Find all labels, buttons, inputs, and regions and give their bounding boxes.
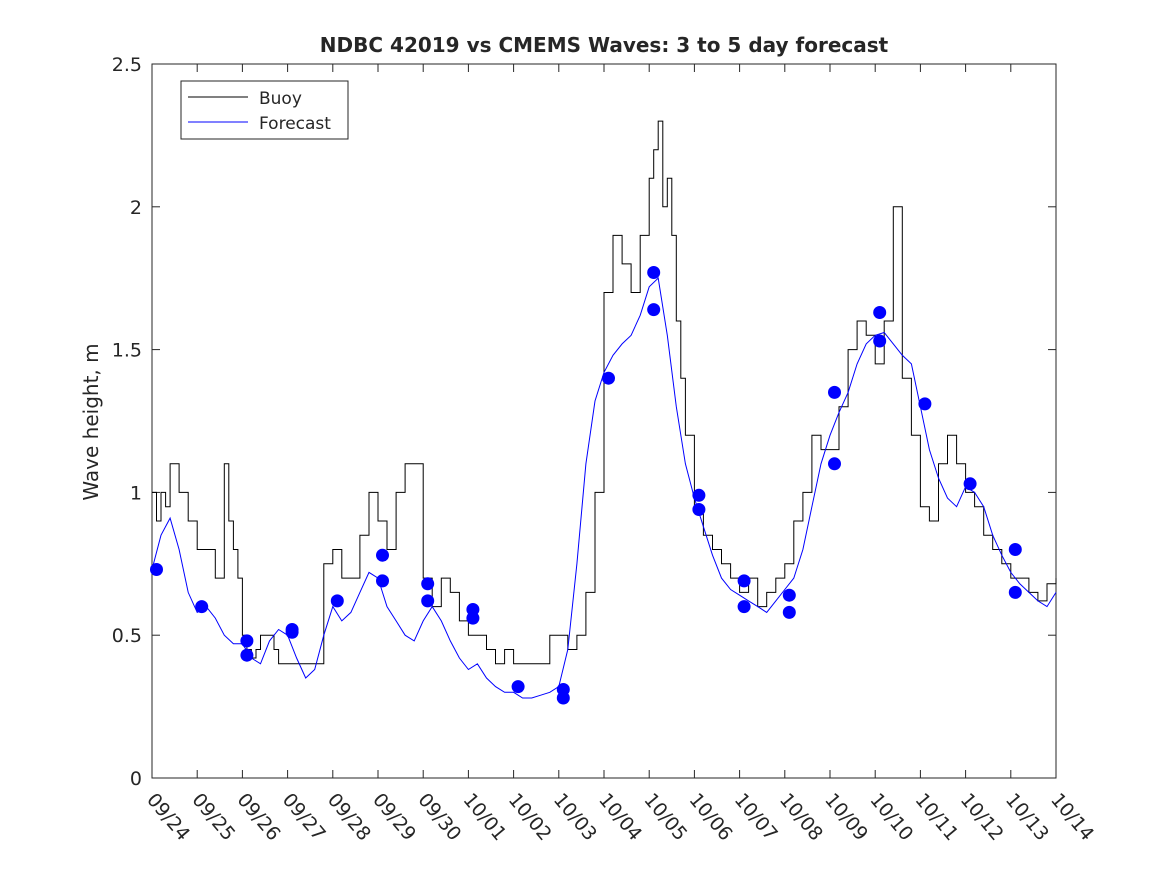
series-layer <box>151 120 1057 699</box>
forecast-points <box>150 266 1022 705</box>
legend: Buoy Forecast <box>180 80 349 140</box>
forecast-point <box>1008 585 1022 599</box>
forecast-point <box>556 691 570 705</box>
forecast-point <box>511 680 525 694</box>
y-tick-label: 0.5 <box>112 625 142 647</box>
series-line-forecast <box>151 277 1057 699</box>
chart-title: NDBC 42019 vs CMEMS Waves: 3 to 5 day fo… <box>320 33 889 57</box>
forecast-point <box>873 306 887 319</box>
y-axis-ticks: 0 0.5 1 1.5 2 2.5 <box>112 54 1056 790</box>
y-tick-label: 1 <box>130 482 142 504</box>
y-tick-label: 0 <box>130 768 142 790</box>
forecast-point <box>963 477 977 491</box>
forecast-point <box>692 488 706 502</box>
forecast-point <box>376 574 389 588</box>
forecast-point <box>737 574 751 588</box>
plot-area: 00.511.522.5 09/2409/2509/2609/2709/2809… <box>112 54 1098 845</box>
legend-buoy-label: Buoy <box>259 89 302 109</box>
forecast-point <box>330 594 344 608</box>
forecast-point <box>195 600 209 614</box>
forecast-point <box>647 303 661 317</box>
y-axis-label: Wave height, m <box>79 343 103 500</box>
forecast-point <box>828 457 841 471</box>
forecast-point <box>376 548 389 562</box>
forecast-point <box>873 334 887 348</box>
forecast-point <box>421 577 435 591</box>
forecast-point <box>1008 543 1022 556</box>
forecast-point <box>692 503 706 516</box>
legend-forecast-label: Forecast <box>259 114 331 134</box>
forecast-point <box>782 605 796 619</box>
series-line-buoy <box>152 120 1057 665</box>
y-tick-label: 2 <box>130 197 142 219</box>
forecast-point <box>240 648 254 662</box>
forecast-point <box>602 371 615 385</box>
legend-box <box>180 80 349 140</box>
forecast-point <box>647 266 661 279</box>
forecast-point <box>782 588 796 602</box>
forecast-point <box>150 563 163 576</box>
y-tick-label: 1.5 <box>112 340 142 362</box>
y-tick-label: 2.5 <box>112 54 142 76</box>
forecast-point <box>240 634 254 648</box>
forecast-point <box>421 594 435 608</box>
forecast-point <box>828 385 841 399</box>
forecast-point <box>918 397 932 411</box>
forecast-point <box>737 600 751 614</box>
forecast-point <box>466 611 480 625</box>
forecast-point <box>285 625 299 639</box>
